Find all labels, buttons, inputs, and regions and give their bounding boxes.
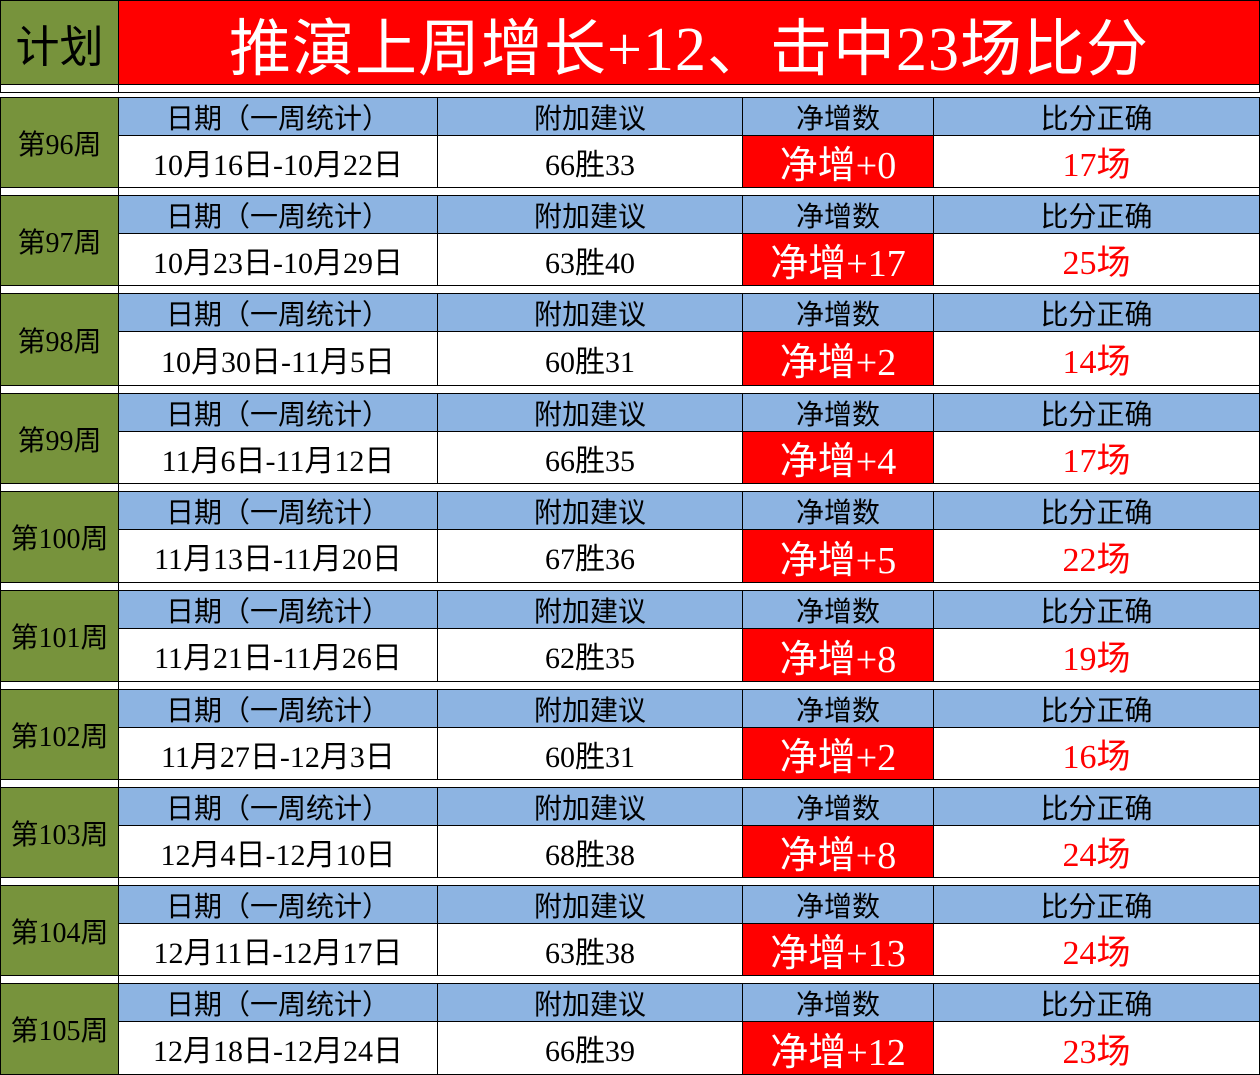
- score-cell: 24场: [933, 923, 1260, 976]
- date-header: 日期（一周统计）: [118, 195, 438, 234]
- net-header: 净增数: [742, 689, 934, 728]
- week-label: 第105周: [0, 983, 119, 1075]
- week-label: 第98周: [0, 293, 119, 386]
- score-cell: 16场: [933, 727, 1260, 780]
- page-title: 推演上周增长+12、击中23场比分: [118, 0, 1260, 85]
- suggestion-header: 附加建议: [437, 983, 743, 1022]
- net-cell: 净增+17: [742, 233, 934, 286]
- score-cell: 17场: [933, 431, 1260, 484]
- suggestion-header: 附加建议: [437, 590, 743, 629]
- suggestion-cell: 66胜33: [437, 135, 743, 188]
- week-label: 第104周: [0, 885, 119, 976]
- date-cell: 11月13日-11月20日: [118, 529, 438, 583]
- week-label: 第103周: [0, 787, 119, 878]
- score-header: 比分正确: [933, 491, 1260, 530]
- date-cell: 11月21日-11月26日: [118, 628, 438, 682]
- date-cell: 10月16日-10月22日: [118, 135, 438, 188]
- date-header: 日期（一周统计）: [118, 97, 438, 136]
- date-header: 日期（一周统计）: [118, 689, 438, 728]
- week-label: 第96周: [0, 97, 119, 188]
- week-label: 第100周: [0, 491, 119, 583]
- score-cell: 23场: [933, 1021, 1260, 1075]
- score-cell: 25场: [933, 233, 1260, 286]
- date-cell: 11月27日-12月3日: [118, 727, 438, 780]
- suggestion-header: 附加建议: [437, 689, 743, 728]
- date-cell: 11月6日-11月12日: [118, 431, 438, 484]
- suggestion-cell: 63胜40: [437, 233, 743, 286]
- net-header: 净增数: [742, 787, 934, 826]
- net-header: 净增数: [742, 590, 934, 629]
- net-cell: 净增+2: [742, 727, 934, 780]
- score-cell: 14场: [933, 331, 1260, 386]
- net-cell: 净增+2: [742, 331, 934, 386]
- date-header: 日期（一周统计）: [118, 293, 438, 332]
- suggestion-header: 附加建议: [437, 787, 743, 826]
- net-cell: 净增+0: [742, 135, 934, 188]
- suggestion-header: 附加建议: [437, 491, 743, 530]
- date-cell: 10月30日-11月5日: [118, 331, 438, 386]
- net-header: 净增数: [742, 393, 934, 432]
- date-header: 日期（一周统计）: [118, 983, 438, 1022]
- net-cell: 净增+5: [742, 529, 934, 583]
- suggestion-cell: 66胜39: [437, 1021, 743, 1075]
- score-header: 比分正确: [933, 195, 1260, 234]
- net-cell: 净增+8: [742, 825, 934, 878]
- score-header: 比分正确: [933, 97, 1260, 136]
- net-cell: 净增+8: [742, 628, 934, 682]
- suggestion-header: 附加建议: [437, 195, 743, 234]
- net-cell: 净增+4: [742, 431, 934, 484]
- score-cell: 22场: [933, 529, 1260, 583]
- suggestion-cell: 66胜35: [437, 431, 743, 484]
- suggestion-header: 附加建议: [437, 97, 743, 136]
- suggestion-cell: 62胜35: [437, 628, 743, 682]
- score-header: 比分正确: [933, 885, 1260, 924]
- score-header: 比分正确: [933, 590, 1260, 629]
- spacer-row: [118, 84, 1260, 93]
- date-header: 日期（一周统计）: [118, 393, 438, 432]
- suggestion-header: 附加建议: [437, 293, 743, 332]
- plan-label: 计划: [0, 0, 119, 85]
- date-header: 日期（一周统计）: [118, 491, 438, 530]
- net-header: 净增数: [742, 195, 934, 234]
- score-cell: 17场: [933, 135, 1260, 188]
- score-header: 比分正确: [933, 689, 1260, 728]
- score-header: 比分正确: [933, 787, 1260, 826]
- suggestion-cell: 63胜38: [437, 923, 743, 976]
- net-header: 净增数: [742, 293, 934, 332]
- week-label: 第99周: [0, 393, 119, 484]
- net-header: 净增数: [742, 97, 934, 136]
- suggestion-cell: 60胜31: [437, 727, 743, 780]
- date-cell: 10月23日-10月29日: [118, 233, 438, 286]
- date-header: 日期（一周统计）: [118, 885, 438, 924]
- score-header: 比分正确: [933, 983, 1260, 1022]
- suggestion-cell: 68胜38: [437, 825, 743, 878]
- suggestion-cell: 60胜31: [437, 331, 743, 386]
- spacer-row: [0, 84, 119, 93]
- net-header: 净增数: [742, 491, 934, 530]
- week-label: 第102周: [0, 689, 119, 780]
- date-cell: 12月4日-12月10日: [118, 825, 438, 878]
- date-header: 日期（一周统计）: [118, 787, 438, 826]
- net-cell: 净增+12: [742, 1021, 934, 1075]
- score-header: 比分正确: [933, 293, 1260, 332]
- score-cell: 24场: [933, 825, 1260, 878]
- net-cell: 净增+13: [742, 923, 934, 976]
- score-header: 比分正确: [933, 393, 1260, 432]
- net-header: 净增数: [742, 983, 934, 1022]
- suggestion-header: 附加建议: [437, 393, 743, 432]
- suggestion-header: 附加建议: [437, 885, 743, 924]
- date-cell: 12月18日-12月24日: [118, 1021, 438, 1075]
- net-header: 净增数: [742, 885, 934, 924]
- score-cell: 19场: [933, 628, 1260, 682]
- date-header: 日期（一周统计）: [118, 590, 438, 629]
- week-label: 第97周: [0, 195, 119, 286]
- week-label: 第101周: [0, 590, 119, 682]
- suggestion-cell: 67胜36: [437, 529, 743, 583]
- date-cell: 12月11日-12月17日: [118, 923, 438, 976]
